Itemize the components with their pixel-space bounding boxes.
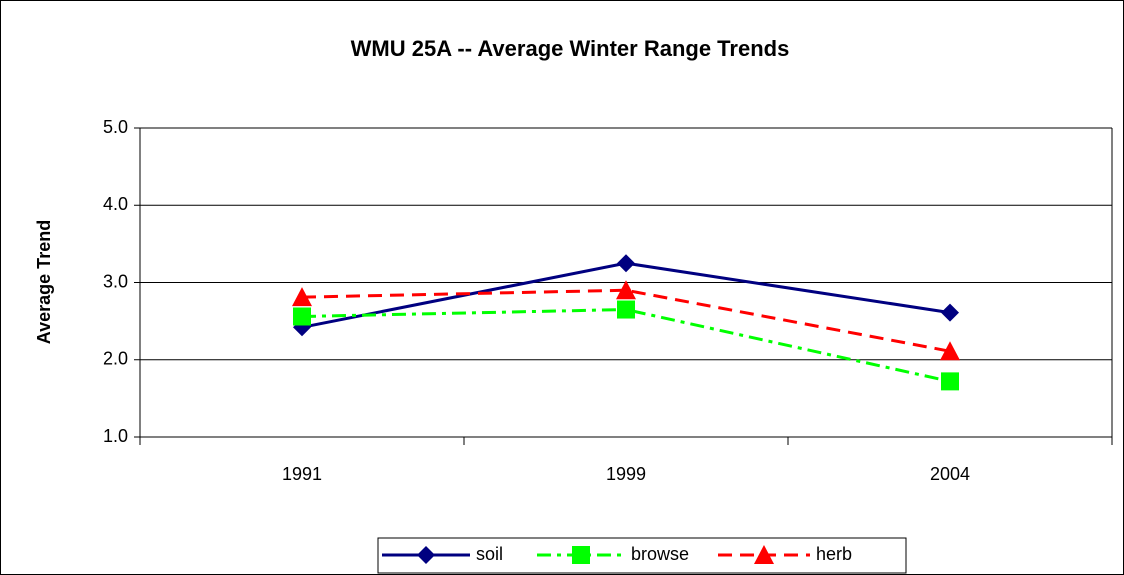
y-tick-label: 4.0	[103, 194, 128, 214]
marker	[572, 546, 590, 564]
marker	[941, 303, 959, 322]
marker	[754, 545, 774, 564]
marker	[417, 546, 435, 564]
legend-label: herb	[816, 544, 852, 564]
x-tick-label: 2004	[930, 464, 970, 484]
y-axis-label: Average Trend	[34, 220, 54, 344]
marker	[617, 300, 635, 319]
marker	[940, 341, 960, 361]
legend-label: soil	[476, 544, 503, 564]
y-tick-label: 1.0	[103, 426, 128, 446]
x-tick-label: 1991	[282, 464, 322, 484]
marker	[293, 307, 311, 326]
marker	[616, 280, 636, 300]
legend-label: browse	[631, 544, 689, 564]
marker	[292, 287, 312, 307]
y-tick-label: 3.0	[103, 271, 128, 291]
marker	[941, 372, 959, 391]
x-tick-label: 1999	[606, 464, 646, 484]
y-tick-label: 5.0	[103, 117, 128, 137]
chart-title: WMU 25A -- Average Winter Range Trends	[351, 36, 790, 61]
y-tick-label: 2.0	[103, 349, 128, 369]
marker	[617, 254, 635, 273]
series-line	[301, 308, 951, 383]
